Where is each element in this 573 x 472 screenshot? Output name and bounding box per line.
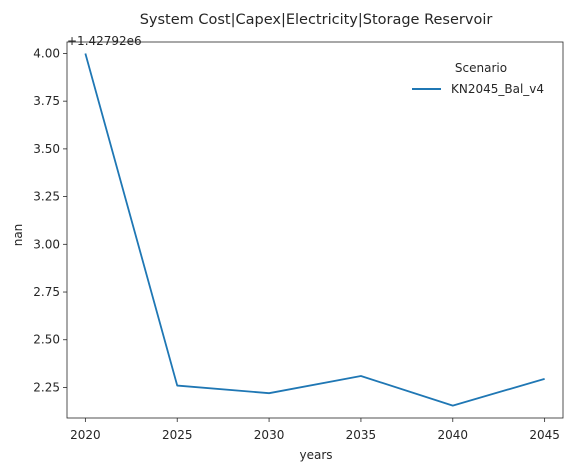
y-tick-label: 4.00 xyxy=(33,46,60,60)
chart-title: System Cost|Capex|Electricity|Storage Re… xyxy=(140,12,493,28)
x-axis-label: years xyxy=(299,448,332,462)
y-tick-label: 3.50 xyxy=(33,142,60,156)
y-axis-ticks: 2.25 2.50 2.75 3.00 3.25 3.50 3.75 4.00 xyxy=(33,46,67,394)
y-tick-label: 3.75 xyxy=(33,94,60,108)
legend-title: Scenario xyxy=(455,61,507,75)
x-axis-ticks: 2020 2025 2030 2035 2040 2045 xyxy=(70,418,560,442)
legend: Scenario KN2045_Bal_v4 xyxy=(412,61,544,96)
x-tick-label: 2045 xyxy=(529,428,560,442)
y-tick-label: 2.50 xyxy=(33,333,60,347)
y-tick-label: 2.25 xyxy=(33,380,60,394)
x-tick-label: 2030 xyxy=(254,428,285,442)
series-line-kn2045-bal-v4 xyxy=(84,53,545,407)
y-tick-label: 3.00 xyxy=(33,237,60,251)
y-offset-label: +1.42792e6 xyxy=(67,34,142,48)
y-tick-label: 3.25 xyxy=(33,190,60,204)
plot-border xyxy=(66,41,564,419)
plot-frame xyxy=(66,41,564,419)
y-axis-label: nan xyxy=(11,224,25,247)
series-layer xyxy=(84,53,545,407)
legend-entry-kn2045-bal-v4: KN2045_Bal_v4 xyxy=(451,82,544,96)
x-tick-label: 2040 xyxy=(438,428,469,442)
x-tick-label: 2025 xyxy=(162,428,193,442)
x-tick-label: 2035 xyxy=(346,428,377,442)
y-tick-label: 2.75 xyxy=(33,285,60,299)
x-tick-label: 2020 xyxy=(70,428,101,442)
